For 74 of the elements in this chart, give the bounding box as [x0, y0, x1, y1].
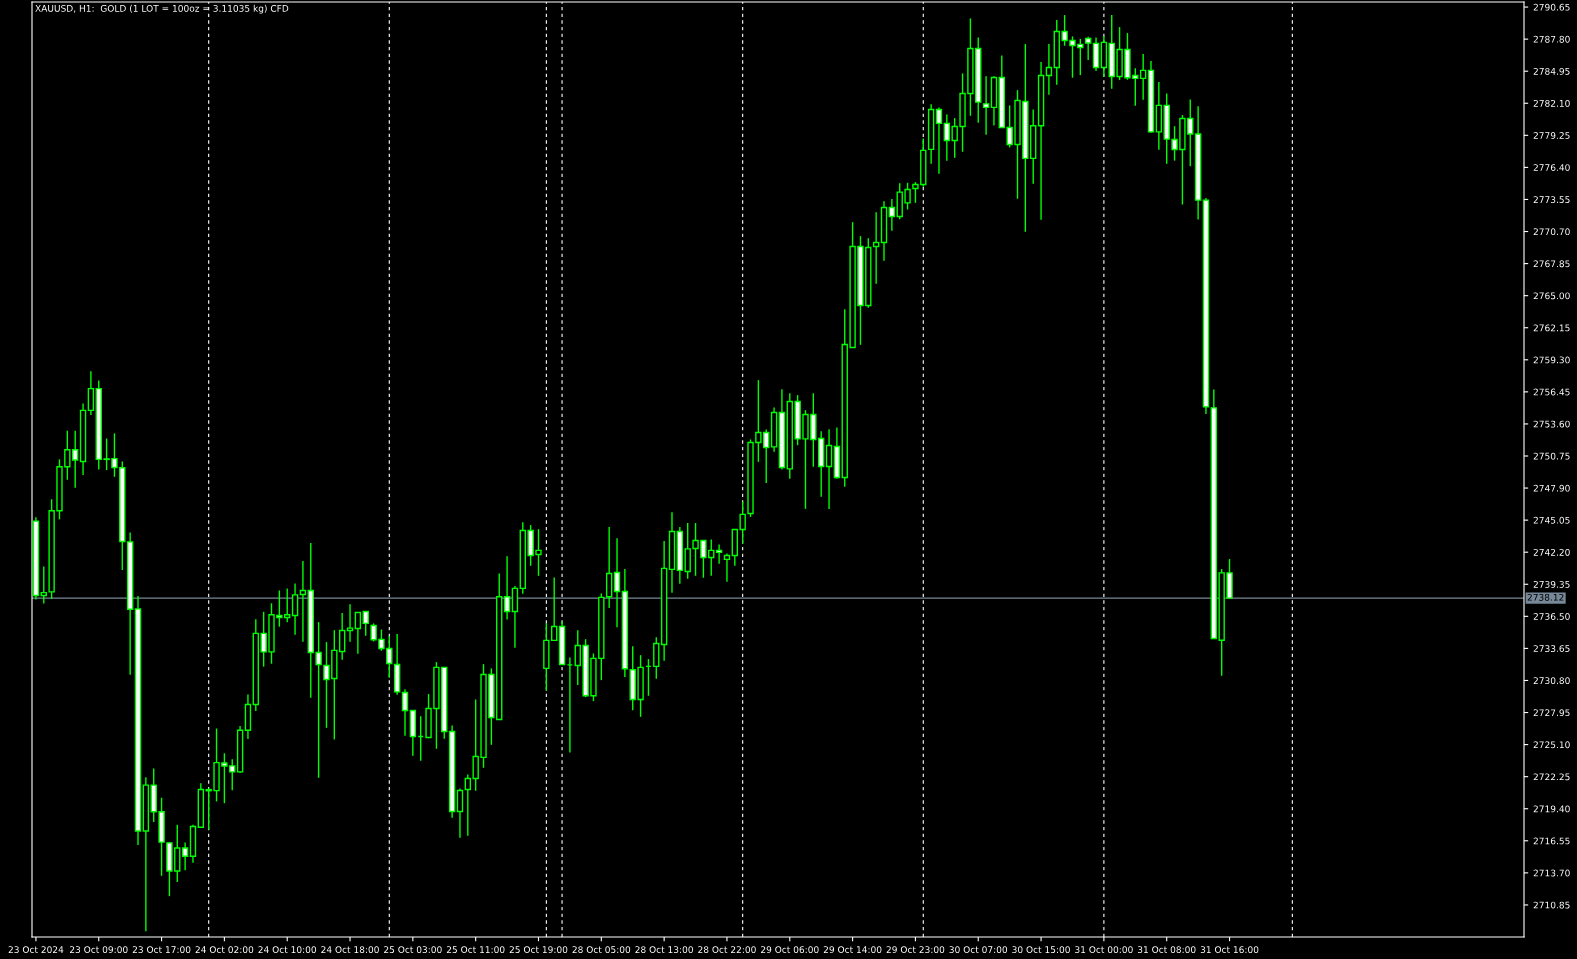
x-tick-label: 24 Oct 18:00 — [321, 946, 379, 954]
candlestick — [1084, 36, 1092, 61]
y-tick-label: 2776.40 — [1533, 164, 1570, 171]
x-tick-label: 25 Oct 03:00 — [384, 946, 442, 954]
y-tick-label: 2762.15 — [1533, 324, 1570, 332]
candlestick — [605, 526, 613, 609]
y-tick-label: 2745.05 — [1533, 516, 1570, 524]
x-tick-label: 28 Oct 05:00 — [572, 946, 631, 954]
y-tick-label: 2787.80 — [1533, 35, 1570, 43]
candlestick — [511, 585, 519, 649]
x-tick-label: 29 Oct 23:00 — [886, 946, 945, 954]
candlestick — [346, 603, 354, 643]
x-tick-label: 25 Oct 19:00 — [509, 946, 568, 954]
y-tick-label: 2753.60 — [1533, 420, 1570, 428]
x-tick-label: 29 Oct 06:00 — [761, 946, 819, 954]
candlestick — [872, 211, 880, 285]
y-tick-label: 2750.75 — [1533, 452, 1570, 460]
candlestick — [723, 552, 731, 583]
y-tick-label: 2756.45 — [1533, 388, 1570, 396]
y-tick-label: 2784.95 — [1533, 67, 1570, 75]
chart-title: XAUUSD, H1: GOLD (1 LOT = 100oz = 3.11035 kg) CFD — [35, 4, 289, 14]
y-tick-label: 2722.25 — [1533, 773, 1570, 781]
x-tick-label: 23 Oct 17:00 — [132, 946, 191, 954]
y-tick-label: 2719.40 — [1533, 805, 1570, 813]
x-tick-label: 23 Oct 09:00 — [69, 946, 128, 954]
candlestick — [362, 610, 369, 637]
x-tick-label: 25 Oct 11:00 — [446, 946, 505, 954]
candlestick — [653, 636, 660, 680]
candlestick — [503, 555, 511, 621]
y-tick-label: 2716.55 — [1533, 837, 1570, 845]
y-tick-label: 2742.20 — [1533, 548, 1570, 556]
candlestick — [291, 582, 299, 636]
x-tick-label: 24 Oct 02:00 — [195, 946, 254, 954]
x-tick-label: 31 Oct 16:00 — [1200, 946, 1259, 954]
candlestick — [181, 841, 189, 871]
y-tick-label: 2736.50 — [1533, 613, 1570, 620]
candlestick — [299, 560, 307, 643]
candlestick — [888, 198, 896, 232]
y-tick-label: 2759.30 — [1533, 356, 1570, 364]
y-tick-label: 2733.65 — [1533, 645, 1570, 652]
x-tick-label: 28 Oct 13:00 — [635, 946, 693, 954]
x-tick-label: 30 Oct 15:00 — [1012, 946, 1070, 954]
y-tick-label: 2773.55 — [1533, 196, 1570, 204]
candlestick — [613, 537, 621, 628]
y-tick-label: 2727.95 — [1533, 709, 1570, 717]
x-tick-label: 30 Oct 07:00 — [949, 946, 1008, 954]
y-tick-label: 2730.80 — [1533, 677, 1570, 685]
candlestick — [354, 611, 362, 655]
x-tick-label: 28 Oct 22:00 — [698, 946, 756, 954]
y-tick-label: 2782.10 — [1533, 99, 1570, 107]
candlestick — [1045, 43, 1053, 96]
candlestick — [87, 370, 95, 416]
candlestick — [456, 787, 464, 839]
y-tick-label: 2790.65 — [1533, 3, 1570, 11]
y-tick-label: 2779.25 — [1533, 132, 1570, 139]
y-tick-label: 2739.35 — [1533, 580, 1570, 588]
candlestick — [401, 688, 409, 737]
candlestick — [935, 106, 943, 175]
y-tick-label: 2725.10 — [1533, 741, 1570, 749]
x-tick-label: 24 Oct 10:00 — [258, 946, 317, 954]
candlestick — [982, 75, 990, 136]
y-tick-label: 2765.00 — [1533, 292, 1570, 300]
x-tick-label: 23 Oct 2024 — [8, 946, 64, 954]
candlestick — [825, 428, 833, 510]
y-tick-label: 2767.85 — [1533, 260, 1570, 268]
y-tick-label: 2710.85 — [1533, 901, 1570, 909]
candlestick — [715, 543, 723, 565]
y-tick-label: 2713.70 — [1533, 869, 1570, 877]
y-tick-label: 2770.70 — [1533, 228, 1570, 236]
ref-line-label: 2738.12 — [1527, 593, 1564, 601]
y-tick-label: 2747.90 — [1533, 484, 1570, 492]
x-tick-label: 31 Oct 08:00 — [1137, 946, 1196, 954]
x-tick-label: 31 Oct 00:00 — [1075, 946, 1133, 954]
x-tick-label: 29 Oct 14:00 — [823, 946, 882, 954]
